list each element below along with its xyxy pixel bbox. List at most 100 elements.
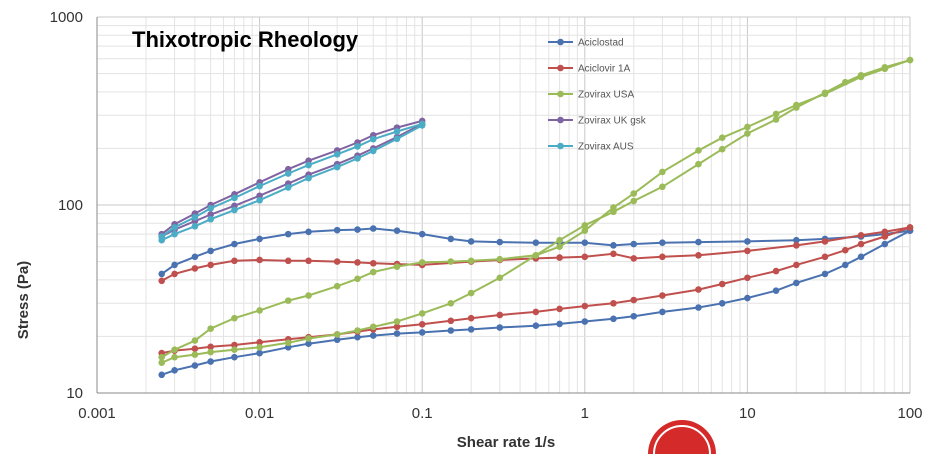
- data-point: [333, 151, 341, 158]
- data-point: [158, 371, 166, 379]
- data-point: [744, 238, 751, 245]
- data-point: [418, 329, 426, 336]
- data-point: [418, 230, 426, 238]
- x-tick-label: 10: [739, 405, 756, 422]
- legend: Aciclostad Aciclovir 1A Zovirax USA Zovirax…: [548, 38, 647, 153]
- data-point: [793, 279, 800, 287]
- data-point: [467, 314, 475, 322]
- data-point: [191, 253, 199, 261]
- data-point: [171, 230, 178, 238]
- data-point: [284, 344, 292, 351]
- data-point: [418, 310, 426, 317]
- data-point: [772, 267, 780, 275]
- data-point: [744, 294, 751, 302]
- data-point: [333, 258, 341, 265]
- data-point: [447, 327, 455, 334]
- data-point: [305, 340, 312, 347]
- data-point: [231, 341, 238, 349]
- data-point: [354, 143, 361, 150]
- data-point: [418, 320, 426, 328]
- data-point: [256, 182, 263, 190]
- data-point: [467, 289, 475, 297]
- x-tick-label: 0.01: [245, 405, 274, 422]
- series-group: [158, 56, 914, 379]
- y-tick-label: 100: [58, 197, 83, 214]
- data-point: [467, 257, 475, 265]
- legend-marker: [557, 116, 564, 124]
- data-point: [207, 215, 214, 223]
- tick-labels: 0.001 0.01 0.1 1 10 100 10 100 1000: [50, 9, 923, 422]
- data-point: [630, 197, 638, 205]
- data-point: [793, 101, 800, 109]
- y-tick-label: 10: [66, 385, 83, 402]
- data-point: [305, 161, 312, 169]
- data-point: [207, 261, 214, 269]
- data-point: [581, 239, 589, 247]
- data-point: [284, 170, 292, 177]
- legend-label: Zovirax UK gsk: [578, 116, 647, 127]
- data-point: [556, 243, 563, 251]
- data-point: [191, 214, 199, 221]
- y-tick-label: 1000: [50, 9, 83, 26]
- data-point: [333, 226, 341, 234]
- data-point: [369, 147, 377, 155]
- data-point: [393, 135, 401, 143]
- data-point: [191, 337, 199, 344]
- data-point: [207, 211, 214, 218]
- data-point: [393, 227, 401, 234]
- data-point: [393, 330, 401, 337]
- data-point: [369, 135, 377, 143]
- data-point: [256, 256, 263, 264]
- data-point: [171, 270, 178, 278]
- data-point: [158, 233, 166, 240]
- data-point: [857, 231, 865, 239]
- data-point: [581, 221, 589, 229]
- data-point: [207, 205, 214, 212]
- data-point: [744, 247, 751, 255]
- data-point: [695, 238, 702, 246]
- series-line: [161, 59, 911, 364]
- data-point: [467, 238, 475, 245]
- data-point: [532, 252, 540, 259]
- data-point: [158, 353, 166, 361]
- data-point: [284, 230, 292, 238]
- data-point: [393, 323, 401, 331]
- data-point: [610, 204, 617, 211]
- data-point: [718, 134, 726, 142]
- data-point: [659, 253, 666, 261]
- data-point: [857, 73, 865, 81]
- data-point: [857, 253, 865, 261]
- data-point: [393, 128, 401, 135]
- data-point: [841, 261, 849, 269]
- data-point: [772, 110, 780, 118]
- x-tick-label: 100: [897, 405, 922, 422]
- data-point: [354, 275, 361, 283]
- data-point: [171, 261, 178, 269]
- data-point: [231, 240, 238, 248]
- data-point: [581, 227, 589, 234]
- data-point: [354, 155, 361, 162]
- data-point: [857, 240, 865, 248]
- series-line: [161, 226, 911, 355]
- data-point: [718, 145, 726, 153]
- data-point: [630, 255, 638, 262]
- data-point: [171, 346, 178, 353]
- data-point: [256, 235, 263, 243]
- data-point: [171, 353, 178, 361]
- data-point: [659, 308, 666, 316]
- data-point: [354, 259, 361, 266]
- data-point: [744, 130, 751, 137]
- data-point: [191, 265, 199, 272]
- data-point: [305, 335, 312, 342]
- logo-seal-arc: [648, 420, 716, 454]
- data-point: [841, 246, 849, 254]
- data-point: [718, 300, 726, 307]
- x-axis-title: Shear rate 1/s: [457, 434, 555, 451]
- data-point: [906, 224, 914, 231]
- data-point: [207, 325, 214, 332]
- data-point: [284, 257, 292, 265]
- data-point: [772, 287, 780, 295]
- data-point: [659, 183, 666, 191]
- data-point: [171, 224, 178, 231]
